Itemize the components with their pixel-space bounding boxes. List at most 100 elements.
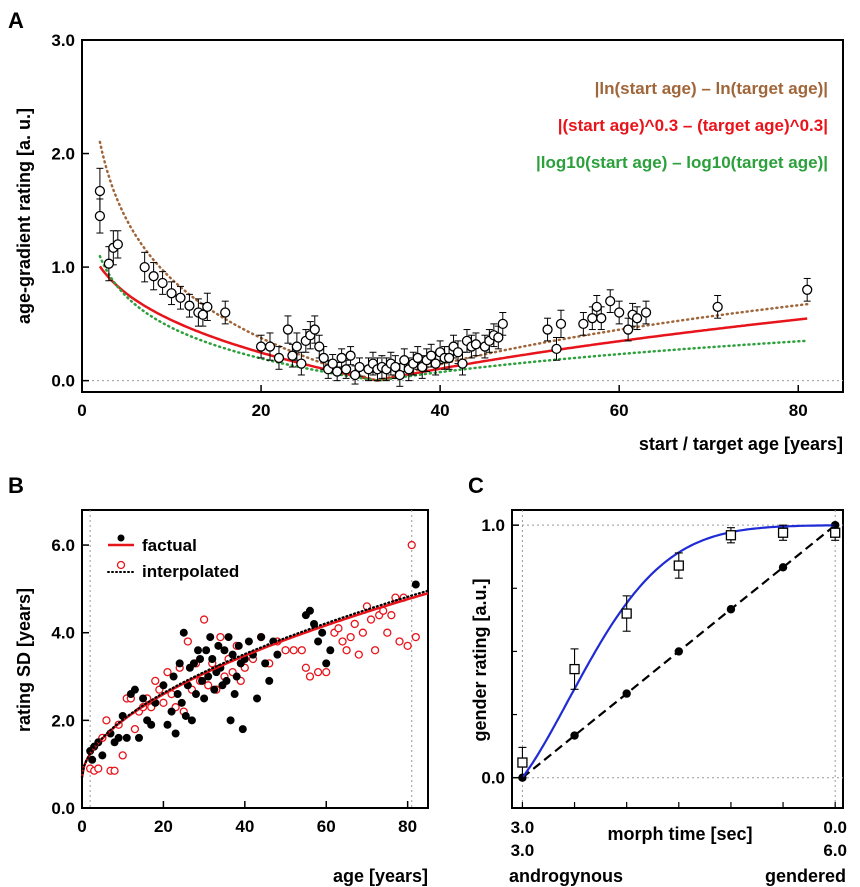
legend-entry: |ln(start age) – ln(target age)| [595,79,828,98]
interpolated-point [346,632,355,642]
interpolated-point [118,751,127,760]
interpolated-point [289,646,298,655]
data-point [631,313,643,324]
data-point [596,313,607,324]
interpolated-point [281,646,290,655]
interpolated-point [159,698,168,707]
data-point [614,307,625,318]
legend-marker-interpolated [116,560,126,570]
data-point [336,352,347,364]
data-point [470,339,482,350]
y-tick-label: 0.0 [481,769,505,788]
factual-point [88,755,97,764]
legend-entry: |log10(start age) – log10(target age)| [536,153,828,172]
interpolated-point [163,667,172,677]
data-point [587,313,598,324]
factual-point [265,676,274,685]
factual-point [147,720,156,729]
interpolated-fit-line [80,589,430,779]
data-point [296,358,307,369]
factual-point [159,681,168,690]
x-tick-label: 60 [317,817,336,836]
fit-curve-ln [98,140,809,382]
data-point [605,296,616,307]
interpolated-point [204,681,213,690]
y-tick-label: 1.0 [51,258,75,277]
data-point [591,301,602,312]
panel-label-a: A [8,8,24,33]
measured-point [517,757,528,768]
factual-point [273,650,282,659]
data-point [282,324,294,335]
factual-point [200,694,209,703]
factual-point [173,690,182,699]
y-axis-label: rating SD [years] [14,588,34,732]
x-tick-label: 0 [77,817,86,836]
factual-point [171,729,180,738]
factual-point [253,694,262,703]
linear-series-point [778,563,788,572]
data-point [197,309,209,320]
factual-point [208,655,217,663]
interpolated-point [334,624,343,633]
x-tick-label: 40 [431,401,450,420]
measured-point [673,560,684,571]
x-end-label-right-top: 0.0 [823,818,847,837]
data-point [94,185,106,197]
data-point [622,324,634,335]
x-tick-label: 0 [77,401,86,420]
factual-point [261,659,270,668]
data-point [802,284,813,295]
x-tick-label: 40 [235,817,254,836]
data-point [640,307,652,318]
factual-point [326,646,335,655]
x-category-label-left: androgynous [509,866,623,886]
legend-label-interpolated: interpolated [142,562,239,581]
measured-point [569,663,580,675]
factual-point [257,633,266,642]
factual-point [196,655,205,663]
data-point [457,358,468,369]
data-point [175,292,186,303]
data-point [493,332,504,343]
y-tick-label: 6.0 [51,536,75,555]
factual-point [234,641,243,650]
data-point [148,271,159,282]
data-point [287,350,298,361]
interpolated-point [199,615,209,624]
interpolated-point [383,628,392,637]
interpolated-point [301,663,311,672]
factual-point [175,659,184,668]
interpolated-point [350,619,359,629]
y-axis-label: age-gradient rating [a. u.] [14,108,34,324]
data-point [399,355,410,366]
factual-point [163,720,172,729]
factual-point [114,733,123,742]
factual-point [204,672,213,681]
factual-point [214,641,223,650]
factual-point [314,637,323,646]
factual-point [139,694,148,703]
data-point [497,318,508,330]
panel-c: 0.0 1.0 3.0 3.0 0.0 6.0 morph time [sec] androg… [470,509,847,886]
x-end-label-left-top: 3.0 [511,818,535,837]
data-point [712,301,723,312]
interpolated-point [342,646,351,655]
factual-fit-line [80,592,429,778]
linear-series-point [570,731,579,740]
data-point [551,343,562,355]
panel-b: 0 20 40 60 80 0.0 2.0 4.0 6.0 factual interpolated… [14,509,430,886]
data-point [327,358,338,369]
x-end-label-left-bottom: 3.0 [511,841,535,860]
x-tick-label: 20 [154,817,173,836]
data-point [443,352,455,364]
factual-point [318,628,327,637]
interpolated-point [370,646,380,655]
x-axis-label: age [years] [333,866,428,886]
y-tick-label: 2.0 [51,145,75,164]
factual-point [210,685,219,694]
fit-curve-log10 [98,254,809,382]
interpolated-point [110,766,119,775]
legend-label-factual: factual [142,536,197,555]
